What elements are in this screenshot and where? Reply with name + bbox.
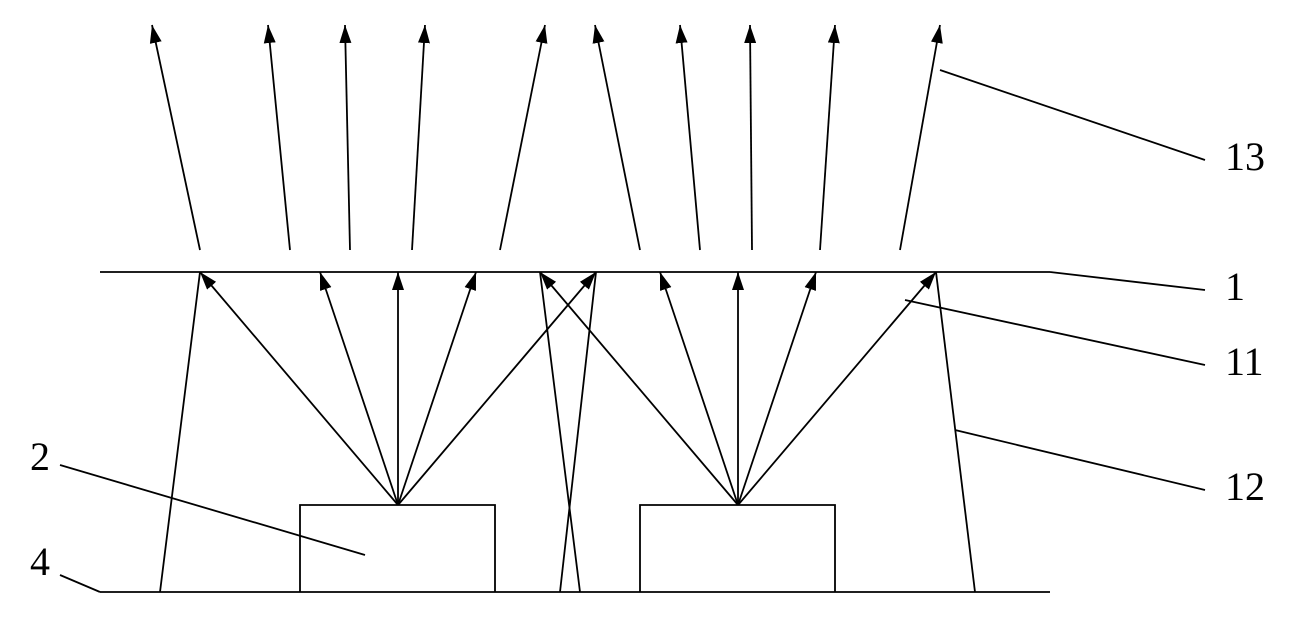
label-2: 2 [30, 434, 50, 479]
leader-2 [60, 465, 365, 555]
label-1: 1 [1225, 264, 1245, 309]
emitter-box-1 [300, 505, 495, 592]
emitted-ray-8 [820, 25, 835, 250]
incident-ray-9 [738, 272, 936, 505]
diagram-canvas: 131111224 [0, 0, 1310, 643]
incident-ray-5 [540, 272, 738, 505]
emitter-box-2 [640, 505, 835, 592]
leader-12 [955, 430, 1205, 490]
emitted-ray-0 [152, 25, 200, 250]
label-13: 13 [1225, 134, 1265, 179]
emitted-ray-5 [595, 25, 640, 250]
incident-ray-8 [738, 272, 816, 505]
incident-ray-3 [398, 272, 476, 505]
reflected-ray-13 [936, 272, 975, 592]
emitted-ray-9 [900, 25, 940, 250]
label-4: 4 [30, 539, 50, 584]
label-11: 11 [1225, 339, 1264, 384]
emitted-ray-2 [345, 25, 350, 250]
emitted-ray-7 [750, 25, 752, 250]
leader-11 [905, 300, 1205, 365]
reflected-ray-12 [540, 272, 580, 592]
incident-ray-0 [200, 272, 398, 505]
emitted-ray-1 [268, 25, 290, 250]
incident-ray-4 [398, 272, 596, 505]
leader-13 [940, 70, 1205, 160]
leader-4 [60, 575, 100, 592]
emitted-ray-4 [500, 25, 545, 250]
reflected-ray-10 [160, 272, 200, 592]
incident-ray-6 [660, 272, 738, 505]
label-12: 12 [1225, 464, 1265, 509]
reflected-ray-11 [560, 272, 596, 592]
leader-1 [1050, 272, 1205, 290]
emitted-ray-3 [412, 25, 425, 250]
incident-ray-1 [320, 272, 398, 505]
emitted-ray-6 [680, 25, 700, 250]
